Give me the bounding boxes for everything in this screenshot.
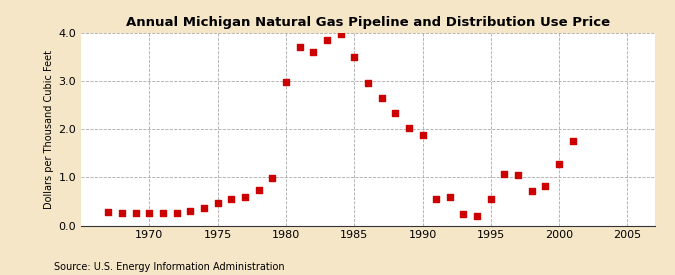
Point (267, 176, 277, 180)
Y-axis label: Dollars per Thousand Cubic Feet: Dollars per Thousand Cubic Feet (45, 50, 54, 209)
Point (431, 197, 441, 201)
Title: Annual Michigan Natural Gas Pipeline and Distribution Use Price: Annual Michigan Natural Gas Pipeline and… (126, 16, 610, 29)
Point (144, 210, 155, 215)
Point (362, 80, 373, 85)
Point (335, 32, 346, 37)
Point (499, 172, 510, 176)
Point (103, 210, 113, 214)
Point (253, 188, 264, 192)
Point (513, 173, 524, 178)
Point (171, 210, 182, 215)
Point (540, 184, 551, 188)
Point (568, 139, 578, 143)
Point (376, 96, 387, 100)
Point (485, 197, 496, 201)
Point (281, 79, 292, 84)
Point (472, 214, 483, 218)
Point (226, 197, 237, 201)
Point (458, 212, 469, 217)
Point (212, 201, 223, 205)
Point (308, 50, 319, 54)
Point (404, 126, 414, 130)
Point (389, 111, 400, 116)
Point (157, 210, 168, 215)
Point (240, 194, 250, 199)
Point (130, 210, 141, 215)
Point (185, 209, 196, 213)
Point (117, 210, 128, 215)
Point (294, 45, 305, 50)
Point (321, 38, 332, 42)
Point (349, 55, 360, 59)
Point (444, 194, 455, 199)
Point (417, 133, 428, 137)
Text: Source: U.S. Energy Information Administration: Source: U.S. Energy Information Administ… (54, 262, 285, 272)
Point (198, 205, 209, 210)
Point (526, 189, 537, 193)
Point (554, 162, 564, 166)
